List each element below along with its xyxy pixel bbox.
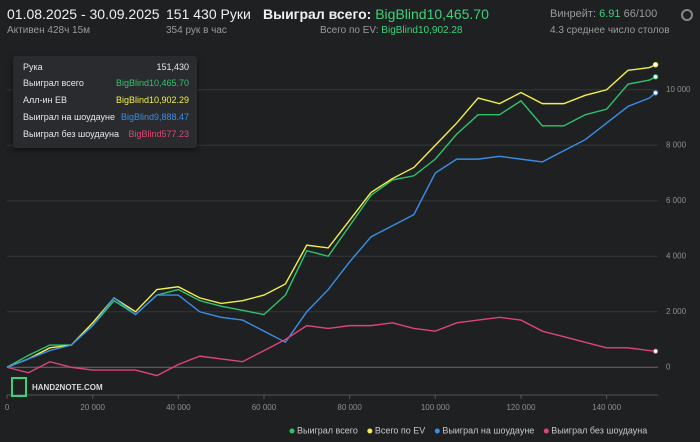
legend-label: Выиграл без шоудауна xyxy=(551,425,647,435)
series-line xyxy=(6,316,656,377)
tooltip-row: Алл-ин EB BigBlind10,902.29 xyxy=(23,95,189,109)
x-tick-label: 140 000 xyxy=(592,403,621,412)
tooltip-label: Рука xyxy=(23,62,43,72)
watermark: HAND2NOTE.COM xyxy=(32,383,103,392)
logo-mark xyxy=(11,377,27,397)
ev-value: BigBlind10,902.28 xyxy=(381,25,463,36)
x-tick-label: 80 000 xyxy=(337,403,362,412)
tooltip-value: BigBlind10,902.29 xyxy=(115,95,189,105)
legend-swatch xyxy=(289,428,295,434)
x-tick-label: 40 000 xyxy=(166,403,191,412)
end-point xyxy=(652,348,659,354)
winrate-label: Винрейт: xyxy=(550,8,597,20)
y-tick-label: 0 xyxy=(666,362,671,371)
tooltip-label: Алл-ин EB xyxy=(23,95,68,105)
tooltip-label: Выиграл на шоудауне xyxy=(23,112,115,122)
legend-swatch xyxy=(434,428,440,434)
end-point xyxy=(652,62,659,68)
x-tick-label: 0 xyxy=(5,403,10,412)
y-tick-label: 10 000 xyxy=(666,85,691,94)
x-tick-label: 120 000 xyxy=(506,403,535,412)
end-point xyxy=(652,90,659,96)
tooltip-value: 151,430 xyxy=(156,62,189,72)
x-tick-label: 60 000 xyxy=(252,403,277,412)
active-time: Активен 428ч 15м xyxy=(7,25,91,36)
y-tick-label: 4 000 xyxy=(666,251,687,260)
series-line xyxy=(6,76,656,368)
y-tick-label: 2 000 xyxy=(666,307,687,316)
won-value: BigBlind10,465.70 xyxy=(375,6,489,22)
legend-swatch xyxy=(543,428,549,434)
ev-total: Всего по EV: BigBlind10,902.28 xyxy=(320,25,462,36)
settings-icon[interactable] xyxy=(680,8,694,22)
tooltip-label: Выиграл без шоудауна xyxy=(23,129,119,139)
winrate: Винрейт: 6.91 66/100 xyxy=(550,8,657,20)
winrate-sample: 66/100 xyxy=(623,8,658,20)
tooltip-value: BigBlind10,465.70 xyxy=(115,78,189,88)
winrate-value: 6.91 xyxy=(599,8,621,20)
series-line xyxy=(6,92,657,368)
won-label: Выиграл всего: xyxy=(263,6,372,22)
legend-label: Выиграл на шоудауне xyxy=(442,425,534,435)
tooltip-label: Выиграл всего xyxy=(23,78,84,88)
y-tick-label: 8 000 xyxy=(666,140,687,149)
per-hour: 354 рук в час xyxy=(166,25,227,36)
date-range: 01.08.2025 - 30.09.2025 xyxy=(7,6,160,22)
icon-shape xyxy=(681,9,693,21)
won-total: Выиграл всего: BigBlind10,465.70 xyxy=(263,6,489,22)
tooltip: Рука 151,430 Выиграл всего BigBlind10,465.7… xyxy=(13,56,197,148)
legend-label: Всего по EV xyxy=(375,425,425,435)
ev-label: Всего по EV: xyxy=(320,25,379,36)
legend-swatch xyxy=(367,428,373,434)
tooltip-value: BigBlind9,888.47 xyxy=(120,112,189,122)
tables: 4.3 среднее число столов xyxy=(550,25,670,36)
tooltip-row: Выиграл без шоудауна BigBlind577.23 xyxy=(23,129,189,143)
tooltip-row: Выиграл на шоудауне BigBlind9,888.47 xyxy=(23,112,189,126)
y-tick-label: 6 000 xyxy=(666,196,687,205)
x-tick-label: 20 000 xyxy=(80,403,105,412)
legend-label: Выиграл всего xyxy=(297,425,358,435)
hands: 151 430 Руки xyxy=(166,6,251,22)
tooltip-row: Рука 151,430 xyxy=(23,62,189,76)
end-point xyxy=(652,74,659,80)
tooltip-row: Выиграл всего BigBlind10,465.70 xyxy=(23,78,189,92)
x-tick-label: 100 000 xyxy=(421,403,450,412)
tooltip-value: BigBlind577.23 xyxy=(128,129,189,139)
